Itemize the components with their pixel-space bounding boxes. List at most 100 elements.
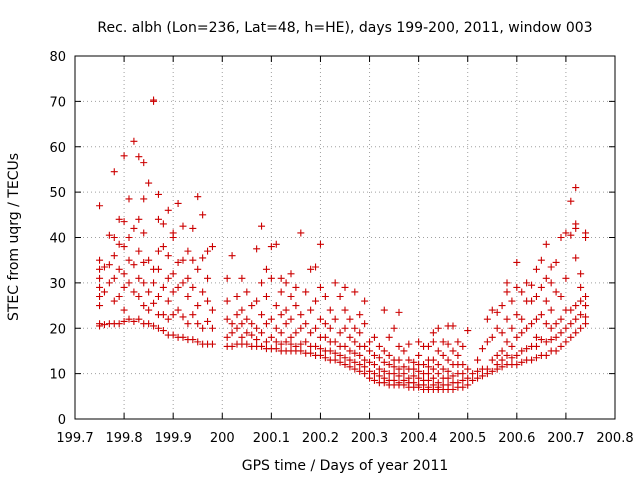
data-point bbox=[253, 297, 261, 305]
data-point bbox=[287, 270, 295, 278]
data-point bbox=[577, 324, 585, 332]
data-point bbox=[258, 329, 266, 337]
data-point bbox=[493, 308, 501, 316]
data-point bbox=[537, 311, 545, 319]
data-point bbox=[125, 256, 133, 264]
data-point bbox=[199, 254, 207, 262]
data-point bbox=[572, 302, 580, 310]
data-point bbox=[262, 338, 270, 346]
data-point bbox=[159, 327, 167, 335]
data-point bbox=[375, 354, 383, 362]
data-point bbox=[532, 342, 540, 350]
data-point bbox=[572, 220, 580, 228]
data-point bbox=[302, 320, 310, 328]
data-point bbox=[282, 338, 290, 346]
data-point bbox=[429, 374, 437, 382]
data-point bbox=[302, 288, 310, 296]
data-point bbox=[478, 345, 486, 353]
x-axis-title: GPS time / Days of year 2011 bbox=[242, 458, 449, 474]
data-point bbox=[390, 363, 398, 371]
data-point bbox=[258, 222, 266, 230]
data-point bbox=[361, 297, 369, 305]
data-point bbox=[464, 327, 472, 335]
x-tick-label: 200.7 bbox=[547, 431, 584, 446]
data-point bbox=[434, 347, 442, 355]
data-point bbox=[96, 302, 104, 310]
data-point bbox=[140, 159, 148, 167]
data-point bbox=[577, 270, 585, 278]
data-point bbox=[120, 306, 128, 314]
y-tick-label: 0 bbox=[58, 413, 66, 428]
data-point bbox=[493, 324, 501, 332]
data-point bbox=[228, 329, 236, 337]
data-point bbox=[366, 347, 374, 355]
data-point bbox=[145, 256, 153, 264]
data-point bbox=[135, 247, 143, 255]
data-point bbox=[96, 256, 104, 264]
data-point bbox=[434, 379, 442, 387]
data-point bbox=[179, 279, 187, 287]
data-point bbox=[326, 306, 334, 314]
data-point bbox=[248, 302, 256, 310]
x-tick-labels: 199.7 199.8 199.9 200 200.1 200.2 200.3 200.4 20… bbox=[56, 431, 633, 446]
data-point bbox=[572, 254, 580, 262]
data-point bbox=[179, 333, 187, 341]
data-point bbox=[248, 320, 256, 328]
data-point bbox=[518, 358, 526, 366]
grid-lines bbox=[75, 56, 615, 419]
data-point bbox=[277, 329, 285, 337]
data-point bbox=[346, 315, 354, 323]
data-point bbox=[238, 274, 246, 282]
data-point bbox=[154, 247, 162, 255]
data-point bbox=[429, 381, 437, 389]
data-point bbox=[370, 333, 378, 341]
data-point bbox=[508, 354, 516, 362]
data-point bbox=[307, 265, 315, 273]
data-point bbox=[120, 317, 128, 325]
data-point bbox=[410, 365, 418, 373]
data-point bbox=[120, 218, 128, 226]
data-point bbox=[150, 96, 158, 104]
data-point bbox=[145, 306, 153, 314]
data-point bbox=[488, 367, 496, 375]
data-point bbox=[135, 274, 143, 282]
data-point bbox=[307, 349, 315, 357]
data-point bbox=[562, 324, 570, 332]
data-point bbox=[154, 292, 162, 300]
y-tick-label: 60 bbox=[49, 141, 66, 156]
data-point bbox=[449, 372, 457, 380]
data-point bbox=[208, 306, 216, 314]
data-point bbox=[100, 288, 108, 296]
data-point bbox=[125, 315, 133, 323]
data-point bbox=[105, 231, 113, 239]
y-tick-label: 20 bbox=[49, 322, 66, 337]
data-point bbox=[189, 311, 197, 319]
data-point bbox=[150, 279, 158, 287]
data-point bbox=[96, 202, 104, 210]
x-tick-label: 200 bbox=[210, 431, 235, 446]
data-point bbox=[552, 333, 560, 341]
data-point bbox=[154, 265, 162, 273]
data-point bbox=[105, 279, 113, 287]
data-point bbox=[282, 279, 290, 287]
data-point bbox=[478, 372, 486, 380]
x-tick-label: 199.7 bbox=[56, 431, 93, 446]
data-point bbox=[557, 234, 565, 241]
data-point bbox=[277, 340, 285, 348]
x-tick-label: 199.8 bbox=[105, 431, 142, 446]
data-point bbox=[110, 274, 118, 282]
y-tick-label: 10 bbox=[49, 368, 66, 383]
data-point bbox=[302, 338, 310, 346]
data-point bbox=[498, 329, 506, 337]
data-point bbox=[405, 340, 413, 348]
data-point bbox=[361, 356, 369, 364]
data-point bbox=[444, 381, 452, 389]
data-point bbox=[424, 383, 432, 391]
data-point bbox=[110, 168, 118, 176]
data-point bbox=[370, 361, 378, 369]
data-point bbox=[258, 311, 266, 319]
data-point bbox=[351, 349, 359, 357]
data-point bbox=[508, 297, 516, 305]
data-point bbox=[567, 333, 575, 341]
data-point bbox=[110, 297, 118, 305]
